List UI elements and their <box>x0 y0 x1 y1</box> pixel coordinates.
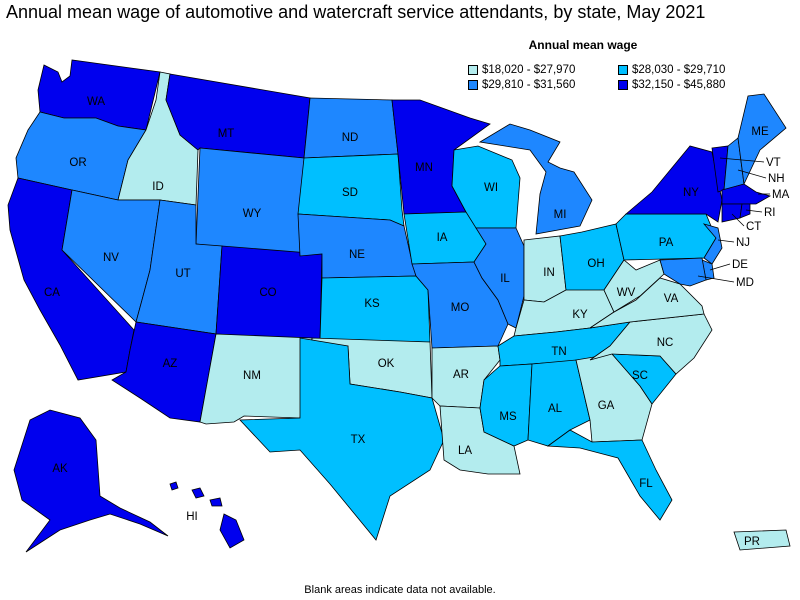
state-label-vt: VT <box>766 157 781 169</box>
state-il[interactable] <box>473 227 525 329</box>
state-label-ks: KS <box>364 298 380 310</box>
state-label-sc: SC <box>632 370 648 382</box>
map-title: Annual mean wage of automotive and water… <box>6 2 706 22</box>
state-label-la: LA <box>458 445 472 457</box>
legend: Annual mean wage $18,020 - $27,970 $28,0… <box>468 38 738 91</box>
legend-swatch <box>468 65 478 75</box>
state-label-id: ID <box>152 181 164 193</box>
state-label-wi: WI <box>484 182 498 194</box>
state-label-nj: NJ <box>736 237 750 249</box>
state-label-mi: MI <box>554 209 567 221</box>
state-label-nv: NV <box>103 252 119 264</box>
legend-item: $18,020 - $27,970 <box>468 64 618 76</box>
legend-item: $29,810 - $31,560 <box>468 79 618 91</box>
state-label-ga: GA <box>598 400 615 412</box>
state-label-de: DE <box>732 259 748 271</box>
state-ks[interactable] <box>319 275 431 343</box>
state-mi[interactable] <box>478 123 593 235</box>
state-label-al: AL <box>548 403 563 415</box>
state-label-nd: ND <box>342 132 359 144</box>
state-ak[interactable] <box>13 409 169 553</box>
state-nd[interactable] <box>303 97 399 159</box>
state-label-mo: MO <box>451 302 470 314</box>
state-ny[interactable] <box>624 145 723 223</box>
state-label-wa: WA <box>87 96 105 108</box>
state-label-tn: TN <box>551 346 566 358</box>
state-label-co: CO <box>259 287 276 299</box>
legend-label: $18,020 - $27,970 <box>482 64 576 76</box>
state-label-ct: CT <box>746 221 761 233</box>
state-label-ca: CA <box>44 287 60 299</box>
state-label-in: IN <box>543 267 555 279</box>
legend-label: $28,030 - $29,710 <box>632 64 726 76</box>
state-label-oh: OH <box>587 258 604 270</box>
state-nc[interactable] <box>589 313 713 375</box>
legend-label: $32,150 - $45,880 <box>632 79 726 91</box>
state-label-wv: WV <box>617 287 636 299</box>
state-me[interactable] <box>737 93 787 186</box>
legend-swatch <box>468 80 478 90</box>
state-label-sd: SD <box>342 187 358 199</box>
state-label-pr: PR <box>744 536 760 548</box>
state-label-ma: MA <box>772 189 790 201</box>
state-tx[interactable] <box>239 337 445 541</box>
footnote: Blank areas indicate data not available. <box>304 584 496 596</box>
legend-swatch <box>618 65 628 75</box>
state-label-va: VA <box>664 293 679 305</box>
state-label-md: MD <box>736 277 754 289</box>
state-label-mt: MT <box>218 128 235 140</box>
state-label-nm: NM <box>243 370 261 382</box>
state-label-fl: FL <box>639 478 653 490</box>
state-label-il: IL <box>500 273 510 285</box>
state-label-ky: KY <box>572 309 588 321</box>
state-md[interactable] <box>659 257 707 287</box>
state-hi[interactable] <box>169 481 245 549</box>
legend-label: $29,810 - $31,560 <box>482 79 576 91</box>
state-label-pa: PA <box>659 237 674 249</box>
state-ri[interactable] <box>739 203 751 219</box>
state-ct[interactable] <box>721 203 743 223</box>
state-label-ri: RI <box>764 207 776 219</box>
state-label-az: AZ <box>163 358 178 370</box>
state-label-nh: NH <box>768 173 785 185</box>
state-label-wy: WY <box>243 208 262 220</box>
legend-item: $28,030 - $29,710 <box>618 64 738 76</box>
state-label-ar: AR <box>453 369 469 381</box>
state-label-tx: TX <box>351 434 366 446</box>
legend-title: Annual mean wage <box>528 38 638 52</box>
state-label-ut: UT <box>175 268 190 280</box>
state-label-ok: OK <box>378 358 395 370</box>
state-label-ms: MS <box>499 411 517 423</box>
state-label-or: OR <box>69 157 86 169</box>
legend-item: $32,150 - $45,880 <box>618 79 738 91</box>
state-fl[interactable] <box>546 429 673 521</box>
state-label-ak: AK <box>52 463 68 475</box>
state-label-ia: IA <box>437 232 448 244</box>
state-pr[interactable] <box>733 529 791 551</box>
state-label-nc: NC <box>657 337 674 349</box>
state-label-mn: MN <box>415 162 433 174</box>
state-wy[interactable] <box>195 147 305 257</box>
state-label-ny: NY <box>683 187 699 199</box>
legend-swatch <box>618 80 628 90</box>
state-label-ne: NE <box>349 249 365 261</box>
state-label-me: ME <box>751 126 769 138</box>
state-label-hi: HI <box>186 511 198 523</box>
state-ms[interactable] <box>479 363 533 447</box>
